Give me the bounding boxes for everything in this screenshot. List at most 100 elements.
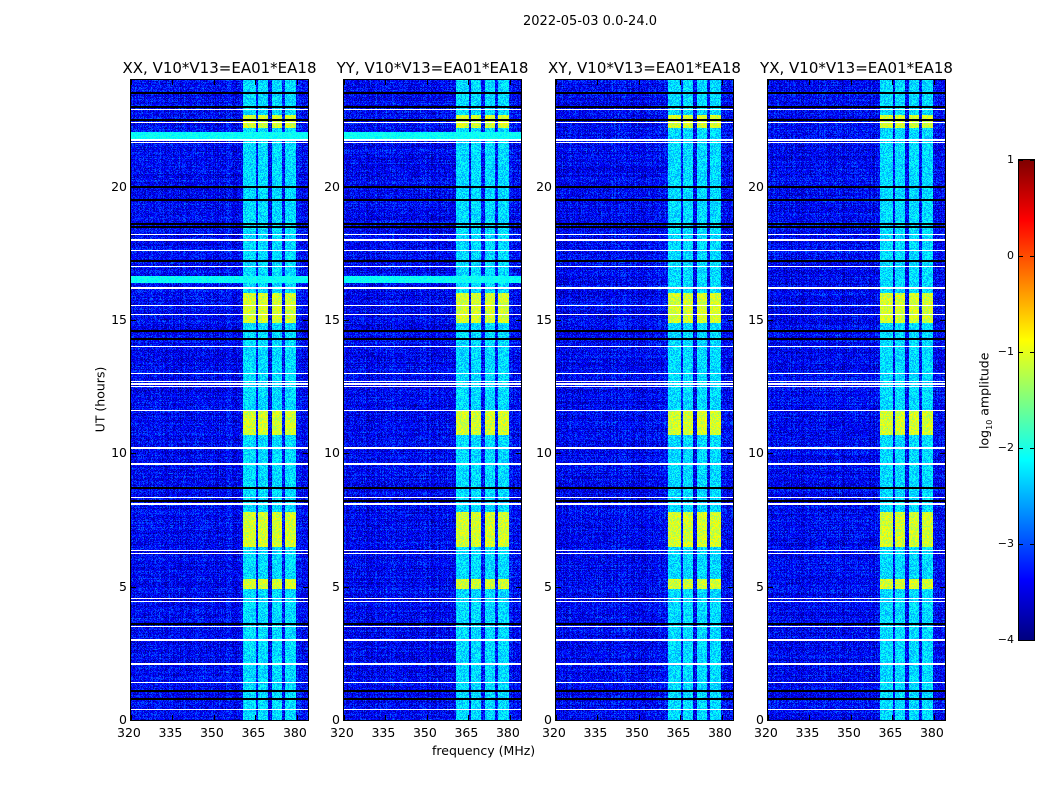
x-tick: [468, 80, 470, 85]
y-tick: [768, 586, 773, 588]
y-axis-label: UT (hours): [92, 366, 108, 433]
x-tick: [255, 80, 257, 85]
x-tick: [892, 80, 894, 85]
colorbar-tick: [1019, 160, 1023, 161]
x-tick: [172, 80, 174, 85]
x-tick: [172, 715, 174, 720]
x-tick-label: 350: [412, 725, 437, 740]
y-tick-label: 0: [544, 712, 552, 727]
x-tick: [556, 715, 557, 720]
x-tick-label: 335: [583, 725, 608, 740]
x-tick: [809, 715, 811, 720]
x-tick: [638, 715, 640, 720]
y-tick: [516, 320, 521, 321]
x-tick-label: 335: [158, 725, 183, 740]
colorbar-tick-label: 0: [1007, 249, 1014, 262]
y-tick-label: 10: [111, 445, 127, 461]
y-tick: [344, 720, 349, 721]
x-tick-label: 320: [542, 725, 566, 740]
panel-title: YX, V10*V13=EA01*EA18: [760, 59, 953, 77]
figure-title: 2022-05-03 0.0-24.0: [523, 14, 657, 29]
colorbar-tick: [1030, 256, 1034, 257]
y-tick: [303, 320, 308, 321]
heatmap-panel: [768, 80, 945, 720]
x-tick: [850, 80, 852, 85]
x-tick: [680, 80, 682, 85]
x-tick: [680, 715, 682, 720]
colorbar: [1019, 160, 1034, 640]
colorbar-tick-label: −3: [997, 537, 1014, 550]
x-tick-label: 380: [282, 725, 307, 740]
y-tick: [303, 720, 308, 721]
x-tick: [933, 715, 935, 720]
x-tick: [597, 80, 599, 85]
y-tick: [516, 453, 521, 455]
x-tick: [809, 80, 811, 85]
colorbar-tick: [1019, 544, 1023, 545]
y-tick: [556, 586, 561, 588]
panel-frame: [343, 79, 522, 721]
y-tick-label: 10: [536, 445, 552, 461]
y-tick-label: 5: [332, 578, 340, 594]
y-tick-label: 20: [111, 178, 127, 194]
x-tick: [131, 80, 132, 85]
x-tick-label: 380: [707, 725, 732, 740]
x-tick: [213, 715, 215, 720]
x-tick: [296, 80, 298, 85]
x-tick: [768, 715, 769, 720]
y-tick-label: 5: [544, 578, 552, 594]
panel-title: XY, V10*V13=EA01*EA18: [548, 59, 741, 77]
x-tick: [768, 80, 769, 85]
x-tick: [509, 80, 511, 85]
heatmap-panel: [344, 80, 521, 720]
colorbar-tick-label: −4: [997, 633, 1014, 646]
y-tick: [131, 453, 136, 455]
y-tick-label: 15: [748, 312, 764, 327]
x-tick-label: 380: [495, 725, 520, 740]
x-tick: [638, 80, 640, 85]
x-tick: [597, 715, 599, 720]
colorbar-tick: [1030, 448, 1034, 449]
y-tick: [940, 453, 945, 455]
x-tick-label: 320: [330, 725, 354, 740]
x-tick: [721, 80, 723, 85]
x-tick-label: 380: [919, 725, 944, 740]
y-tick: [940, 586, 945, 588]
heatmap-panel: [131, 80, 308, 720]
x-tick: [296, 715, 298, 720]
panel-frame: [555, 79, 734, 721]
y-tick: [344, 586, 349, 588]
y-tick-label: 20: [324, 178, 340, 194]
y-tick-label: 0: [756, 712, 764, 727]
colorbar-frame: [1018, 159, 1035, 641]
y-tick: [728, 320, 733, 321]
colorbar-tick-label: −2: [997, 441, 1014, 454]
y-tick-label: 15: [111, 312, 127, 327]
colorbar-tick: [1030, 544, 1034, 545]
y-tick: [940, 720, 945, 721]
y-tick: [303, 186, 308, 188]
y-tick: [556, 320, 561, 321]
y-tick: [728, 720, 733, 721]
y-tick: [768, 320, 773, 321]
y-tick: [940, 320, 945, 321]
y-tick: [728, 453, 733, 455]
x-tick: [850, 715, 852, 720]
panel-frame: [130, 79, 309, 721]
x-tick-label: 320: [117, 725, 141, 740]
y-tick-label: 5: [756, 578, 764, 594]
y-tick: [131, 586, 136, 588]
y-tick: [556, 186, 561, 188]
x-axis-label: frequency (MHz): [432, 743, 536, 758]
x-tick: [556, 80, 557, 85]
panel-title: XX, V10*V13=EA01*EA18: [122, 59, 317, 77]
x-tick: [721, 715, 723, 720]
colorbar-tick: [1030, 640, 1034, 641]
y-tick: [303, 453, 308, 455]
heatmap-panel: [556, 80, 733, 720]
colorbar-tick-label: 1: [1007, 153, 1014, 166]
x-tick-label: 335: [371, 725, 396, 740]
y-tick: [516, 186, 521, 188]
colorbar-tick: [1019, 640, 1023, 641]
y-tick-label: 20: [748, 178, 764, 194]
